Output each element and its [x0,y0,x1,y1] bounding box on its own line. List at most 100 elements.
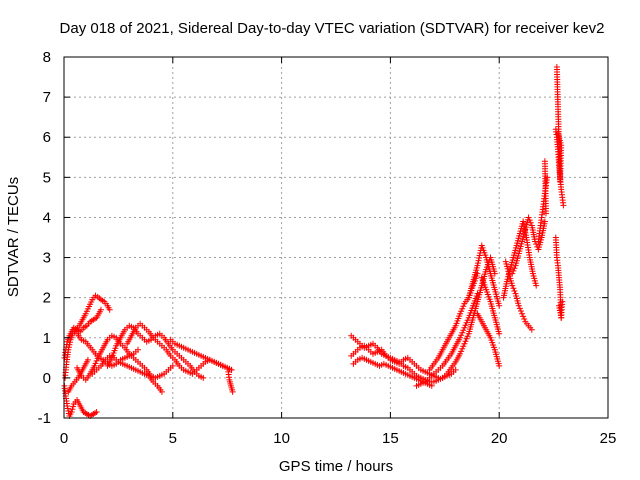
data-point [64,402,71,409]
series-arc-a [62,292,113,381]
data-point-fill [63,341,70,348]
data-point-fill [462,338,469,345]
data-point [84,356,91,363]
data-point [229,388,236,395]
data-point-fill [511,287,518,294]
data-point [68,408,75,415]
y-tick-label: 2 [43,290,51,307]
data-point [528,326,535,333]
data-point [428,382,435,389]
series-arc-w [509,214,548,277]
data-point [474,262,481,269]
y-tick-label: 0 [43,370,51,387]
y-axis-ticks: -1 0 1 2 3 4 5 6 7 8 [38,49,608,427]
data-point-fill [520,313,527,320]
data-point-fill [458,332,465,339]
data-point [496,302,503,309]
data-point-fill [92,360,99,367]
data-point [560,202,567,209]
y-tick-label: 8 [43,49,51,66]
data-point-fill [527,219,534,226]
data-point [134,346,141,353]
data-point [457,350,464,357]
data-point-fill [510,267,517,274]
series-arc-h [89,352,165,395]
x-tick-label: 20 [491,430,508,447]
series-arc-s [474,310,503,369]
data-point-fill [459,305,466,312]
data-point [200,374,207,381]
data-point [93,408,100,415]
data-point [533,282,540,289]
series-arc-r [465,242,503,309]
data-point-fill [476,255,483,262]
x-axis-ticks: 0 5 10 15 20 25 [60,57,616,447]
y-tick-label: -1 [38,410,51,427]
data-point [496,362,503,369]
data-point-fill [464,333,471,340]
data-point-fill [70,403,77,410]
data-point-fill [475,257,482,264]
data-point-fill [64,405,71,412]
series-arc-t [478,274,503,337]
data-point-fill [69,406,76,413]
chart-title: Day 018 of 2021, Sidereal Day-to-day VTE… [60,20,605,37]
data-point-fill [516,305,523,312]
data-point-fill [460,343,467,350]
data-point-fill [94,355,101,362]
data-point [457,310,464,317]
data-point [496,330,503,337]
data-point [158,388,165,395]
series-arc-c [74,332,176,383]
series-arc-y [541,158,549,217]
data-point-fill [458,348,465,355]
data-point [541,218,548,225]
series-arc-i [61,382,100,419]
data-point-fill [460,303,467,310]
data-point [461,324,468,331]
data-point [519,310,526,317]
data-point-fill [521,316,528,323]
series-arc-v [502,258,535,333]
data-point [554,130,561,137]
series-outliers [553,64,565,185]
x-tick-label: 10 [273,430,290,447]
data-point [559,298,566,305]
y-tick-label: 5 [43,169,51,186]
data-point [525,214,532,221]
data-point-fill [463,335,470,342]
data-point-fill [93,357,100,364]
data-point-fill [459,345,466,352]
data-point [228,366,235,373]
series-arc-q [439,254,498,381]
data-point-fill [65,407,72,414]
x-tick-label: 0 [60,430,68,447]
data-point [509,282,516,289]
y-tick-label: 1 [43,330,51,347]
data-point-fill [476,252,483,259]
data-point-fill [511,265,518,272]
series-arc-ab [556,298,566,321]
data-point [457,334,464,341]
data-point-fill [510,285,517,292]
data-point-fill [474,260,481,267]
y-tick-label: 4 [43,209,51,226]
data-point [169,362,176,369]
y-tick-label: 3 [43,250,51,267]
x-tick-label: 5 [169,430,177,447]
x-axis-title: GPS time / hours [279,458,393,475]
data-point-fill [459,329,466,336]
data-point [509,270,516,277]
data-point-fill [460,327,467,334]
series-arc-u [500,218,540,301]
data-point [461,340,468,347]
data-points [61,64,567,419]
y-tick-label: 7 [43,89,51,106]
series-arc-n [350,354,435,389]
data-point-fill [462,322,469,329]
data-point-fill [517,308,524,315]
series-arc-x [535,174,551,245]
x-tick-label: 15 [382,430,399,447]
y-tick-label: 6 [43,129,51,146]
